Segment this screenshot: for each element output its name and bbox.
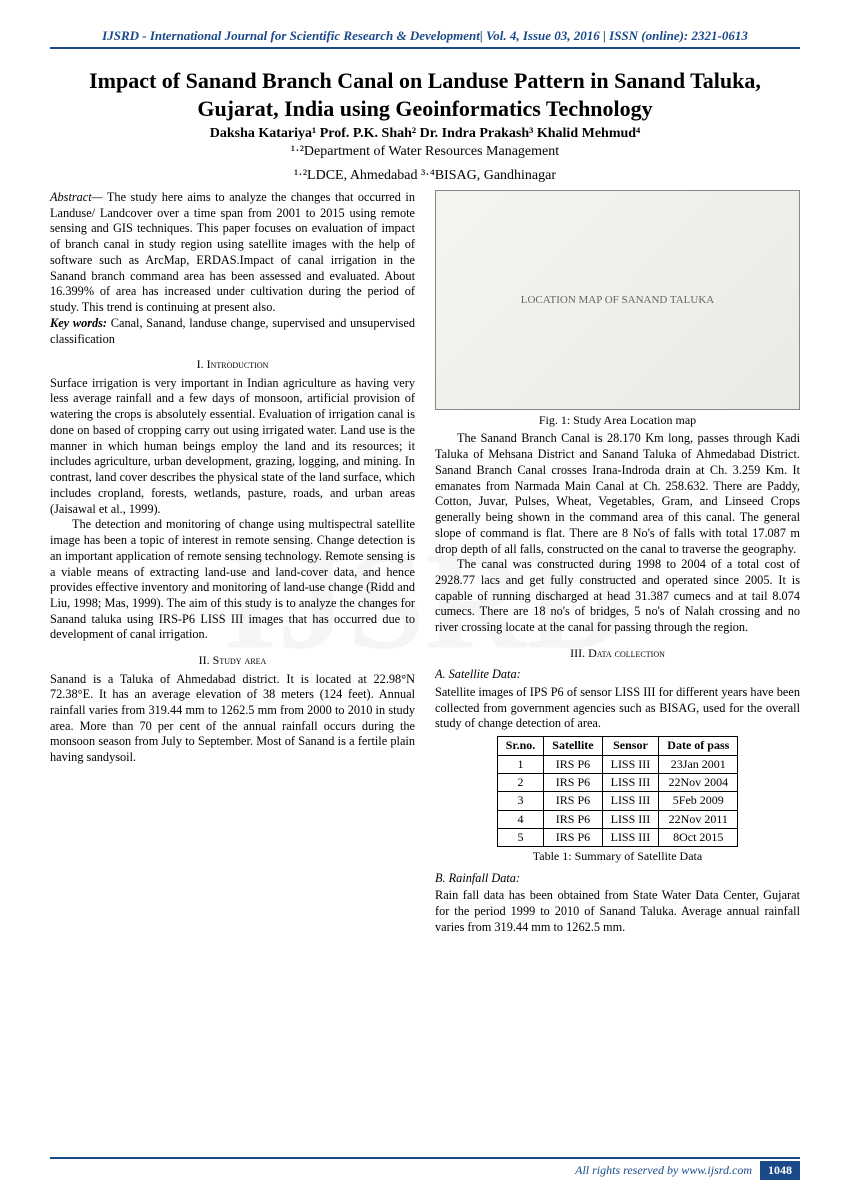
right-column: LOCATION MAP OF SANAND TALUKA Fig. 1: St…: [435, 190, 800, 936]
table-cell: IRS P6: [544, 810, 602, 828]
table-cell: 22Nov 2004: [659, 773, 738, 791]
keywords-label: Key words:: [50, 316, 107, 330]
sec3-pB: Rain fall data has been obtained from St…: [435, 888, 800, 935]
table-cell: LISS III: [602, 773, 659, 791]
abstract-text: The study here aims to analyze the chang…: [50, 190, 415, 314]
table-cell: LISS III: [602, 792, 659, 810]
page-number: 1048: [760, 1161, 800, 1180]
table-header-cell: Sr.no.: [497, 737, 544, 755]
subsection-b-heading: B. Rainfall Data:: [435, 871, 800, 887]
table-header-cell: Date of pass: [659, 737, 738, 755]
table-cell: LISS III: [602, 810, 659, 828]
table-cell: IRS P6: [544, 829, 602, 847]
section-3-heading: III. Data collection: [435, 646, 800, 661]
section-1-heading: I. Introduction: [50, 357, 415, 372]
affiliation-1: ¹·²Department of Water Resources Managem…: [50, 143, 800, 161]
table-row: 1IRS P6LISS III23Jan 2001: [497, 755, 738, 773]
table-cell: 5Feb 2009: [659, 792, 738, 810]
table-cell: 4: [497, 810, 544, 828]
table-cell: IRS P6: [544, 773, 602, 791]
table-cell: LISS III: [602, 755, 659, 773]
table-1-caption: Table 1: Summary of Satellite Data: [435, 849, 800, 864]
table-header-cell: Satellite: [544, 737, 602, 755]
sec2-p1: Sanand is a Taluka of Ahmedabad district…: [50, 672, 415, 766]
table-cell: 1: [497, 755, 544, 773]
page-footer: All rights reserved by www.ijsrd.com 104…: [50, 1157, 800, 1180]
table-row: 5IRS P6LISS III8Oct 2015: [497, 829, 738, 847]
table-cell: 23Jan 2001: [659, 755, 738, 773]
left-column: Abstract— The study here aims to analyze…: [50, 190, 415, 936]
journal-header: IJSRD - International Journal for Scient…: [50, 28, 800, 49]
table-cell: 22Nov 2011: [659, 810, 738, 828]
table-cell: 2: [497, 773, 544, 791]
table-cell: 5: [497, 829, 544, 847]
abstract-label: Abstract—: [50, 190, 103, 204]
table-header-cell: Sensor: [602, 737, 659, 755]
figure-1-caption: Fig. 1: Study Area Location map: [435, 413, 800, 428]
paper-title: Impact of Sanand Branch Canal on Landuse…: [50, 67, 800, 122]
footer-text: All rights reserved by www.ijsrd.com: [575, 1163, 752, 1178]
table-row: 4IRS P6LISS III22Nov 2011: [497, 810, 738, 828]
section-2-heading: II. Study area: [50, 653, 415, 668]
sec3-pA: Satellite images of IPS P6 of sensor LIS…: [435, 685, 800, 732]
fig1-p2: The canal was constructed during 1998 to…: [435, 557, 800, 636]
authors-line: Daksha Katariya¹ Prof. P.K. Shah² Dr. In…: [50, 126, 800, 142]
table-row: 2IRS P6LISS III22Nov 2004: [497, 773, 738, 791]
abstract-block: Abstract— The study here aims to analyze…: [50, 190, 415, 316]
keywords-block: Key words: Canal, Sanand, landuse change…: [50, 316, 415, 347]
figure-1-map: LOCATION MAP OF SANAND TALUKA: [435, 190, 800, 410]
fig1-p1: The Sanand Branch Canal is 28.170 Km lon…: [435, 431, 800, 557]
table-cell: 8Oct 2015: [659, 829, 738, 847]
subsection-a-heading: A. Satellite Data:: [435, 667, 800, 683]
table-cell: 3: [497, 792, 544, 810]
satellite-data-table: Sr.no.SatelliteSensorDate of pass 1IRS P…: [497, 736, 739, 847]
affiliation-2: ¹·²LDCE, Ahmedabad ³·⁴BISAG, Gandhinagar: [50, 167, 800, 185]
sec1-p1: Surface irrigation is very important in …: [50, 376, 415, 518]
table-row: 3IRS P6LISS III5Feb 2009: [497, 792, 738, 810]
sec1-p2: The detection and monitoring of change u…: [50, 517, 415, 643]
table-cell: IRS P6: [544, 792, 602, 810]
table-cell: LISS III: [602, 829, 659, 847]
table-cell: IRS P6: [544, 755, 602, 773]
